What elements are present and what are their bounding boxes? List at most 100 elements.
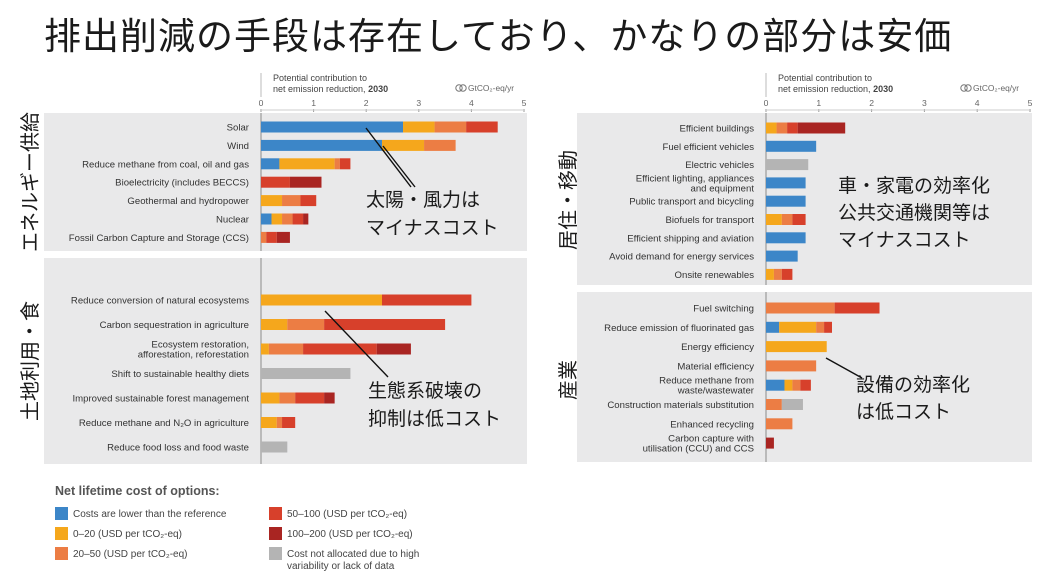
bar-segment-red bbox=[295, 392, 325, 404]
bar-segment-grey bbox=[766, 159, 809, 171]
bar-segment-grey bbox=[261, 441, 288, 453]
bar-segment-darkred bbox=[324, 392, 335, 404]
bar-segment-yellow bbox=[261, 195, 283, 207]
bar-segment-yellow bbox=[766, 122, 777, 134]
annotation-leader-line bbox=[382, 145, 416, 188]
category-label: Public transport and bicycling bbox=[629, 197, 754, 208]
bar-segment-orange bbox=[334, 158, 340, 170]
category-label: Energy efficiency bbox=[681, 342, 754, 353]
x-tick-label: 3 bbox=[416, 98, 421, 108]
legend-swatch-grey bbox=[269, 547, 282, 560]
globe-icon bbox=[964, 84, 972, 92]
bar-segment-yellow bbox=[766, 214, 782, 225]
globe-icon bbox=[960, 84, 968, 92]
category-label: waste/wastewater bbox=[677, 386, 755, 397]
bar-segment-orange bbox=[766, 360, 817, 372]
category-label: Reduce conversion of natural ecosystems bbox=[71, 296, 249, 307]
x-tick-label: 0 bbox=[259, 98, 264, 108]
axis-header: Potential contribution to bbox=[273, 73, 367, 83]
panel-label: 産業 bbox=[556, 360, 580, 400]
category-label: Solar bbox=[227, 123, 250, 134]
category-label: Efficient lighting, appliances bbox=[636, 173, 754, 184]
bar-segment-yellow bbox=[381, 139, 425, 151]
x-tick-label: 5 bbox=[522, 98, 527, 108]
x-tick-label: 5 bbox=[1028, 98, 1033, 108]
bar-segment-darkred bbox=[797, 122, 846, 134]
bar-segment-orange bbox=[276, 417, 283, 428]
bar-segment-red bbox=[781, 268, 793, 280]
bar-segment-yellow bbox=[271, 213, 283, 225]
x-tick-label: 4 bbox=[469, 98, 474, 108]
annotation-text: 抑制は低コスト bbox=[368, 408, 501, 430]
bar-segment-orange bbox=[781, 214, 793, 225]
legend-swatch-orange bbox=[55, 547, 68, 560]
category-label: Electric vehicles bbox=[685, 160, 754, 171]
annotation-leader-line bbox=[324, 310, 389, 378]
bar-segment-red bbox=[792, 214, 806, 225]
legend-swatch-blue bbox=[55, 507, 68, 520]
bar-segment-orange bbox=[776, 122, 788, 134]
category-label: Reduce food loss and food waste bbox=[107, 443, 249, 454]
bar-segment-darkred bbox=[376, 343, 411, 355]
bar-segment-blue bbox=[261, 213, 272, 225]
bar-segment-yellow bbox=[403, 121, 435, 133]
legend-label: Cost not allocated due to high bbox=[287, 549, 419, 560]
category-label: Geothermal and hydropower bbox=[127, 196, 249, 207]
bar-segment-orange bbox=[434, 121, 467, 133]
category-label: and equipment bbox=[691, 183, 755, 194]
bar-segment-red bbox=[303, 343, 377, 355]
category-label: Construction materials substitution bbox=[607, 400, 754, 411]
bar-segment-blue bbox=[261, 158, 280, 170]
bar-segment-orange bbox=[816, 321, 825, 333]
bar-segment-grey bbox=[261, 368, 351, 379]
category-label: Wind bbox=[227, 141, 249, 152]
panel-label: エネルギー供給 bbox=[18, 112, 42, 252]
panel-label: 居住・移動 bbox=[556, 150, 580, 250]
bar-segment-yellow bbox=[261, 294, 382, 306]
x-tick-label: 0 bbox=[764, 98, 769, 108]
bar-segment-blue bbox=[766, 177, 806, 189]
category-label: Fuel switching bbox=[693, 304, 754, 315]
category-label: Avoid demand for energy services bbox=[609, 252, 754, 263]
bar-segment-red bbox=[339, 158, 351, 170]
category-label: Nuclear bbox=[216, 215, 250, 226]
category-label: Reduce methane from bbox=[659, 376, 754, 387]
bar-segment-orange bbox=[424, 139, 456, 151]
bar-segment-orange bbox=[766, 302, 835, 314]
legend-swatch-darkred bbox=[269, 527, 282, 540]
category-label: Improved sustainable forest management bbox=[72, 394, 249, 405]
category-label: Material efficiency bbox=[677, 361, 754, 372]
bar-segment-blue bbox=[261, 121, 404, 133]
bar-segment-red bbox=[292, 213, 304, 225]
category-label: Biofuels for transport bbox=[665, 215, 754, 226]
annotation-text: マイナスコスト bbox=[838, 229, 971, 251]
annotation-text: 生態系破壊の bbox=[368, 380, 482, 402]
category-label: Fossil Carbon Capture and Storage (CCS) bbox=[69, 233, 249, 244]
category-label: Ecosystem restoration, bbox=[151, 340, 249, 351]
category-label: afforestation, reforestation bbox=[138, 350, 249, 361]
bar-segment-red bbox=[266, 231, 277, 243]
axis-unit: GtCO₂-eq/yr bbox=[973, 83, 1019, 93]
bar-segment-blue bbox=[261, 139, 382, 151]
bar-segment-blue bbox=[766, 232, 806, 244]
axis-header: net emission reduction, 2030 bbox=[778, 84, 893, 94]
bar-segment-red bbox=[300, 195, 317, 207]
bar-segment-blue bbox=[766, 379, 785, 391]
legend-label: 50–100 (USD per tCO₂-eq) bbox=[287, 509, 407, 520]
x-tick-label: 1 bbox=[311, 98, 316, 108]
legend-label: 20–50 (USD per tCO₂-eq) bbox=[73, 549, 187, 560]
category-label: Enhanced recycling bbox=[670, 419, 754, 430]
bar-segment-yellow bbox=[779, 321, 817, 333]
bar-segment-red bbox=[834, 302, 880, 314]
category-label: Shift to sustainable healthy diets bbox=[111, 369, 249, 380]
legend-label: Costs are lower than the reference bbox=[73, 509, 227, 520]
bar-segment-orange bbox=[766, 418, 793, 430]
bar-segment-red bbox=[381, 294, 472, 306]
bar-segment-darkred bbox=[303, 213, 309, 225]
panel-background bbox=[577, 292, 1032, 462]
bar-segment-yellow bbox=[766, 341, 827, 353]
bar-segment-red bbox=[466, 121, 498, 133]
category-label: Efficient shipping and aviation bbox=[627, 233, 754, 244]
category-label: utilisation (CCU) and CCS bbox=[643, 444, 754, 455]
